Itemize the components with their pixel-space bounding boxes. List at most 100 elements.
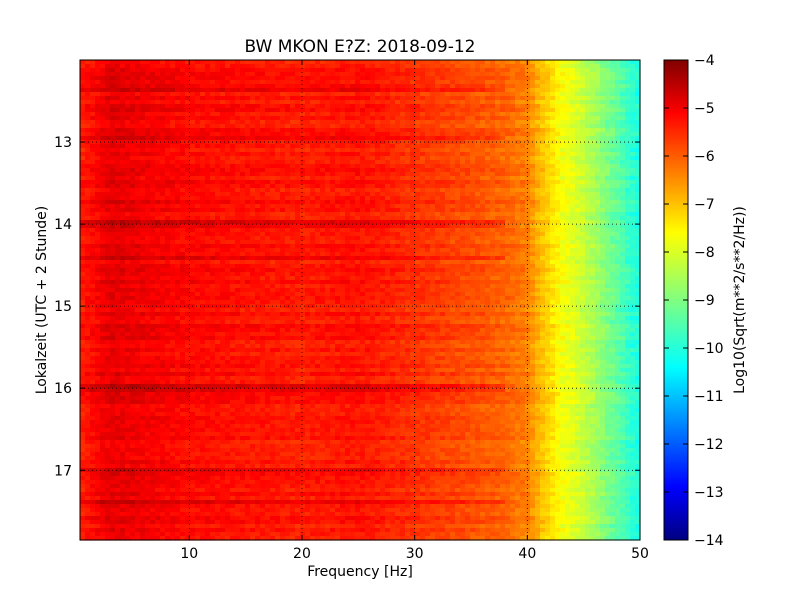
heatmap-cell xyxy=(340,184,346,189)
heatmap-cell xyxy=(415,80,421,85)
heatmap-cell xyxy=(625,164,631,169)
heatmap-cell xyxy=(165,184,171,189)
heatmap-cell xyxy=(250,156,256,161)
heatmap-cell xyxy=(480,124,486,129)
heatmap-cell xyxy=(560,100,566,105)
heatmap-cell xyxy=(475,164,481,169)
heatmap-cell xyxy=(365,124,371,129)
heatmap-cell xyxy=(295,212,301,217)
heatmap-cell xyxy=(605,168,611,173)
heatmap-cell xyxy=(365,76,371,81)
heatmap-cell xyxy=(480,144,486,149)
heatmap-cell xyxy=(355,152,361,157)
heatmap-cell xyxy=(185,92,191,97)
heatmap-cell xyxy=(445,180,451,185)
heatmap-cell xyxy=(150,184,156,189)
heatmap-cell xyxy=(565,208,571,213)
heatmap-cell xyxy=(535,88,541,93)
heatmap-cell xyxy=(620,208,626,213)
heatmap-cell xyxy=(225,104,231,109)
heatmap-cell xyxy=(370,160,376,165)
heatmap-cell xyxy=(580,92,586,97)
heatmap-cell xyxy=(480,232,486,237)
heatmap-cell xyxy=(180,176,186,181)
heatmap-cell xyxy=(270,172,276,177)
heatmap-cell xyxy=(440,152,446,157)
heatmap-cell xyxy=(635,176,641,181)
heatmap-cell xyxy=(465,88,471,93)
heatmap-cell xyxy=(540,96,546,101)
heatmap-cell xyxy=(435,104,441,109)
heatmap-cell xyxy=(240,200,246,205)
heatmap-cell xyxy=(570,164,576,169)
heatmap-cell xyxy=(330,88,336,93)
heatmap-cell xyxy=(555,212,561,217)
heatmap-cell xyxy=(375,228,381,233)
heatmap-cell xyxy=(165,80,171,85)
heatmap-cell xyxy=(195,96,201,101)
heatmap-cell xyxy=(255,172,261,177)
heatmap-cell xyxy=(150,96,156,101)
heatmap-cell xyxy=(400,148,406,153)
heatmap-cell xyxy=(290,164,296,169)
heatmap-cell xyxy=(410,80,416,85)
heatmap-cell xyxy=(525,96,531,101)
heatmap-cell xyxy=(610,160,616,165)
heatmap-cell xyxy=(500,120,506,125)
heatmap-cell xyxy=(355,128,361,133)
heatmap-cell xyxy=(560,192,566,197)
heatmap-cell xyxy=(175,232,181,237)
heatmap-cell xyxy=(445,148,451,153)
heatmap-cell xyxy=(440,160,446,165)
heatmap-cell xyxy=(225,228,231,233)
heatmap-cell xyxy=(405,112,411,117)
heatmap-cell xyxy=(320,160,326,165)
heatmap-cell xyxy=(430,116,436,121)
heatmap-cell xyxy=(200,140,206,145)
heatmap-cell xyxy=(475,124,481,129)
heatmap-cell xyxy=(600,132,606,137)
heatmap-cell xyxy=(495,156,501,161)
heatmap-cell xyxy=(475,232,481,237)
heatmap-cell xyxy=(100,140,106,145)
heatmap-cell xyxy=(425,232,431,237)
heatmap-cell xyxy=(290,232,296,237)
heatmap-cell xyxy=(250,152,256,157)
heatmap-cell xyxy=(435,72,441,77)
heatmap-cell xyxy=(445,160,451,165)
heatmap-cell xyxy=(470,76,476,81)
heatmap-cell xyxy=(470,196,476,201)
heatmap-cell xyxy=(175,212,181,217)
heatmap-cell xyxy=(265,200,271,205)
heatmap-cell xyxy=(410,96,416,101)
heatmap-cell xyxy=(185,88,191,93)
heatmap-cell xyxy=(200,172,206,177)
heatmap-cell xyxy=(335,212,341,217)
heatmap-cell xyxy=(375,100,381,105)
heatmap-cell xyxy=(255,68,261,73)
heatmap-cell xyxy=(185,216,191,221)
heatmap-cell xyxy=(195,72,201,77)
heatmap-cell xyxy=(190,188,196,193)
heatmap-cell xyxy=(145,228,151,233)
heatmap-cell xyxy=(335,76,341,81)
heatmap-cell xyxy=(445,100,451,105)
heatmap-cell xyxy=(280,116,286,121)
heatmap-cell xyxy=(410,220,416,225)
heatmap-cell xyxy=(510,172,516,177)
heatmap-cell xyxy=(535,132,541,137)
heatmap-cell xyxy=(365,100,371,105)
heatmap-cell xyxy=(265,140,271,145)
heatmap-cell xyxy=(535,212,541,217)
heatmap-cell xyxy=(105,96,111,101)
heatmap-cell xyxy=(580,124,586,129)
heatmap-cell xyxy=(230,184,236,189)
heatmap-cell xyxy=(155,208,161,213)
heatmap-cell xyxy=(390,100,396,105)
heatmap-cell xyxy=(265,92,271,97)
heatmap-cell xyxy=(475,188,481,193)
heatmap-cell xyxy=(610,100,616,105)
heatmap-cell xyxy=(100,64,106,69)
heatmap-cell xyxy=(205,152,211,157)
heatmap-cell xyxy=(250,216,256,221)
